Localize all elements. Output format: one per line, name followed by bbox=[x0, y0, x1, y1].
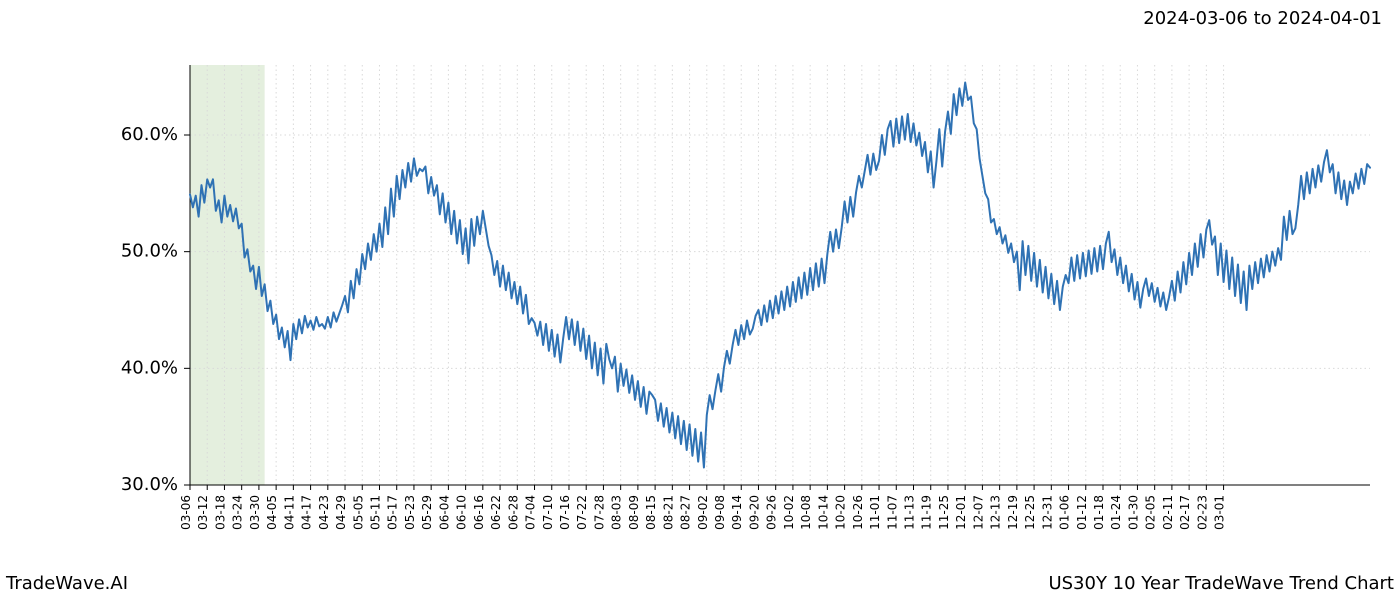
chart-title: US30Y 10 Year TradeWave Trend Chart bbox=[1048, 573, 1394, 594]
svg-text:05-11: 05-11 bbox=[368, 495, 382, 530]
svg-text:10-08: 10-08 bbox=[799, 495, 813, 530]
date-range-label: 2024-03-06 to 2024-04-01 bbox=[1143, 8, 1382, 29]
svg-text:09-14: 09-14 bbox=[730, 495, 744, 530]
svg-text:07-04: 07-04 bbox=[524, 495, 538, 530]
svg-text:04-29: 04-29 bbox=[334, 495, 348, 530]
svg-text:06-16: 06-16 bbox=[472, 495, 486, 530]
svg-text:06-22: 06-22 bbox=[489, 495, 503, 530]
svg-text:01-24: 01-24 bbox=[1109, 495, 1123, 530]
svg-text:02-05: 02-05 bbox=[1144, 495, 1158, 530]
svg-text:08-21: 08-21 bbox=[661, 495, 675, 530]
svg-text:12-25: 12-25 bbox=[1023, 495, 1037, 530]
svg-text:12-01: 12-01 bbox=[954, 495, 968, 530]
svg-text:04-23: 04-23 bbox=[317, 495, 331, 530]
svg-text:12-07: 12-07 bbox=[971, 495, 985, 530]
svg-text:01-12: 01-12 bbox=[1075, 495, 1089, 530]
svg-text:12-31: 12-31 bbox=[1040, 495, 1054, 530]
svg-text:03-01: 03-01 bbox=[1213, 495, 1227, 530]
svg-text:50.0%: 50.0% bbox=[121, 241, 178, 262]
svg-text:10-26: 10-26 bbox=[851, 495, 865, 530]
svg-text:08-27: 08-27 bbox=[679, 495, 693, 530]
svg-text:10-20: 10-20 bbox=[834, 495, 848, 530]
svg-text:04-17: 04-17 bbox=[300, 495, 314, 530]
svg-text:01-18: 01-18 bbox=[1092, 495, 1106, 530]
svg-text:11-07: 11-07 bbox=[885, 495, 899, 530]
svg-text:03-18: 03-18 bbox=[213, 495, 227, 530]
svg-text:05-17: 05-17 bbox=[386, 495, 400, 530]
svg-text:30.0%: 30.0% bbox=[121, 474, 178, 495]
svg-text:06-10: 06-10 bbox=[455, 495, 469, 530]
svg-text:09-26: 09-26 bbox=[765, 495, 779, 530]
svg-text:03-06: 03-06 bbox=[179, 495, 193, 530]
svg-text:03-12: 03-12 bbox=[196, 495, 210, 530]
svg-text:08-15: 08-15 bbox=[644, 495, 658, 530]
svg-text:10-02: 10-02 bbox=[782, 495, 796, 530]
svg-text:08-09: 08-09 bbox=[627, 495, 641, 530]
svg-text:04-05: 04-05 bbox=[265, 495, 279, 530]
svg-text:09-08: 09-08 bbox=[713, 495, 727, 530]
svg-text:12-13: 12-13 bbox=[989, 495, 1003, 530]
svg-text:02-23: 02-23 bbox=[1195, 495, 1209, 530]
brand-label: TradeWave.AI bbox=[6, 573, 128, 594]
svg-text:06-04: 06-04 bbox=[437, 495, 451, 530]
svg-text:11-25: 11-25 bbox=[937, 495, 951, 530]
svg-text:01-30: 01-30 bbox=[1126, 495, 1140, 530]
svg-text:07-28: 07-28 bbox=[592, 495, 606, 530]
svg-text:11-19: 11-19 bbox=[920, 495, 934, 530]
svg-text:09-20: 09-20 bbox=[747, 495, 761, 530]
svg-text:11-13: 11-13 bbox=[903, 495, 917, 530]
svg-text:03-24: 03-24 bbox=[231, 495, 245, 530]
svg-text:04-11: 04-11 bbox=[282, 495, 296, 530]
svg-text:05-05: 05-05 bbox=[351, 495, 365, 530]
svg-text:07-10: 07-10 bbox=[541, 495, 555, 530]
svg-text:07-16: 07-16 bbox=[558, 495, 572, 530]
svg-text:10-14: 10-14 bbox=[816, 495, 830, 530]
svg-text:03-30: 03-30 bbox=[248, 495, 262, 530]
svg-text:01-06: 01-06 bbox=[1058, 495, 1072, 530]
svg-text:07-22: 07-22 bbox=[575, 495, 589, 530]
svg-text:11-01: 11-01 bbox=[868, 495, 882, 530]
svg-text:12-19: 12-19 bbox=[1006, 495, 1020, 530]
svg-text:09-02: 09-02 bbox=[696, 495, 710, 530]
svg-text:05-23: 05-23 bbox=[403, 495, 417, 530]
trend-chart: 30.0% 40.0% 50.0% 60.0% 03-0603-1203-18 03-24… bbox=[0, 0, 1400, 600]
svg-text:02-17: 02-17 bbox=[1178, 495, 1192, 530]
svg-text:08-03: 08-03 bbox=[610, 495, 624, 530]
svg-text:05-29: 05-29 bbox=[420, 495, 434, 530]
svg-text:40.0%: 40.0% bbox=[121, 357, 178, 378]
svg-text:60.0%: 60.0% bbox=[121, 124, 178, 145]
svg-text:02-11: 02-11 bbox=[1161, 495, 1175, 530]
svg-text:06-28: 06-28 bbox=[506, 495, 520, 530]
